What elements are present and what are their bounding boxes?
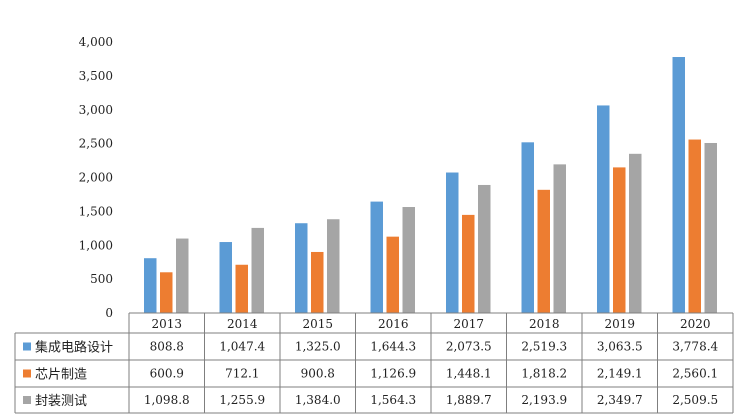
series-name: 芯片制造 — [35, 368, 87, 383]
y-tick-label: 3,000 — [79, 103, 113, 117]
data-label: 1,644.3 — [370, 340, 416, 354]
bar-2018-2 — [553, 164, 566, 313]
data-label: 900.8 — [301, 367, 335, 381]
data-label: 1,818.2 — [521, 367, 567, 381]
x-tick-label: 2019 — [604, 317, 635, 331]
y-tick-label: 4,000 — [79, 35, 113, 49]
legend-swatch-1 — [23, 369, 31, 378]
x-tick-label: 2017 — [453, 317, 484, 331]
data-label: 808.8 — [150, 340, 184, 354]
data-label: 3,778.4 — [672, 340, 718, 354]
y-tick-label: 1,000 — [79, 238, 113, 252]
bar-2018-0 — [521, 142, 534, 313]
data-label: 1,325.0 — [295, 340, 341, 354]
x-tick-label: 2013 — [151, 317, 182, 331]
bar-2017-2 — [478, 184, 491, 313]
bar-2020-1 — [688, 139, 701, 313]
series-name: 封装测试 — [35, 394, 87, 409]
bar-2014-1 — [235, 264, 248, 313]
bar-2019-1 — [613, 167, 626, 313]
y-tick-label: 2,000 — [79, 171, 113, 185]
bar-2015-0 — [295, 223, 308, 313]
data-label: 3,063.5 — [597, 340, 643, 354]
bar-2013-0 — [144, 258, 157, 313]
bar-2014-0 — [219, 242, 232, 313]
y-tick-label: 3,500 — [79, 69, 113, 83]
data-label: 2,073.5 — [446, 340, 492, 354]
data-label: 600.9 — [150, 367, 184, 381]
data-label: 1,564.3 — [370, 393, 416, 407]
bar-2016-2 — [402, 207, 415, 313]
legend-swatch-0 — [23, 342, 31, 351]
series-name: 集成电路设计 — [35, 340, 113, 356]
bar-2019-2 — [629, 153, 642, 313]
data-label: 1,448.1 — [446, 367, 492, 381]
x-tick-label: 2018 — [529, 317, 560, 331]
data-table: 2013 2014 2015 2016 2017 2018 2019 2020 集成电路设计 80… — [14, 312, 734, 414]
bar-2020-2 — [704, 142, 717, 313]
bar-2017-0 — [446, 172, 459, 313]
bar-2015-1 — [311, 251, 324, 313]
data-label: 1,384.0 — [295, 393, 341, 407]
y-tick-label: 2,500 — [79, 137, 113, 151]
legend-swatch-2 — [23, 396, 31, 404]
data-label: 1,126.9 — [370, 367, 416, 381]
x-tick-label: 2016 — [378, 317, 409, 331]
bar-2019-0 — [597, 105, 610, 313]
bar-2016-1 — [386, 236, 399, 313]
bars — [144, 57, 717, 314]
y-tick-label: 1,500 — [79, 204, 113, 218]
data-label: 2,509.5 — [672, 393, 718, 407]
bar-2020-0 — [672, 57, 685, 314]
x-tick-label: 2020 — [680, 317, 711, 331]
data-label: 2,560.1 — [672, 367, 718, 381]
data-label: 1,098.8 — [144, 393, 190, 407]
data-label: 2,519.3 — [521, 340, 567, 354]
y-axis: 0 500 1,000 1,500 2,000 2,500 3,000 3,500 4,000 — [79, 35, 113, 320]
data-label: 2,149.1 — [597, 367, 643, 381]
x-tick-label: 2014 — [227, 317, 258, 331]
bar-2014-2 — [251, 227, 264, 313]
data-label: 1,047.4 — [219, 340, 265, 354]
data-label: 1,889.7 — [446, 393, 492, 407]
data-label: 2,193.9 — [521, 393, 567, 407]
bar-2018-1 — [537, 189, 550, 313]
bar-2015-2 — [327, 219, 340, 313]
bar-2017-1 — [462, 214, 475, 313]
data-label: 1,255.9 — [219, 393, 265, 407]
data-label: 712.1 — [225, 367, 259, 381]
bar-2013-1 — [160, 272, 173, 313]
bar-2016-0 — [370, 201, 383, 313]
bar-2013-2 — [176, 238, 189, 313]
y-tick-label: 500 — [90, 272, 113, 286]
y-tick-label: 0 — [105, 306, 113, 320]
x-tick-label: 2015 — [302, 317, 333, 331]
data-label: 2,349.7 — [597, 393, 643, 407]
